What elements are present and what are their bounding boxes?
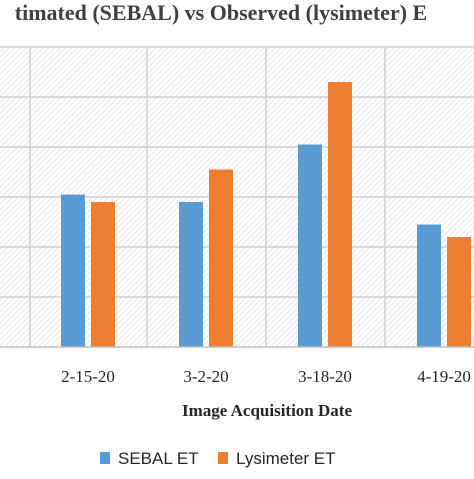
x-tick-label: 3-18-20 [298,367,352,386]
legend-label: Lysimeter ET [236,449,336,468]
bar-lysimeter-3-2-20 [209,170,233,348]
bar-sebal-4-19-20 [417,225,441,348]
bar-lysimeter-3-18-20 [328,82,352,347]
legend: SEBAL ET Lysimeter ET [100,449,336,468]
chart-title: timated (SEBAL) vs Observed (lysimeter) … [15,0,427,25]
bar-sebal-2-15-20 [61,195,85,348]
bar-sebal-3-2-20 [179,202,203,347]
bar-lysimeter-4-19-20 [447,237,471,347]
legend-label: SEBAL ET [118,449,199,468]
x-tick-labels: 02-15-203-2-203-18-204-19-20 [0,367,471,386]
bar-lysimeter-2-15-20 [91,202,115,347]
legend-swatch [100,452,110,464]
x-tick-label: 2-15-20 [61,367,115,386]
legend-swatch [218,452,228,464]
x-tick-label: 3-2-20 [183,367,228,386]
x-tick-label: 4-19-20 [417,367,471,386]
bar-sebal-3-18-20 [298,145,322,348]
x-axis-label: Image Acquisition Date [182,401,352,420]
